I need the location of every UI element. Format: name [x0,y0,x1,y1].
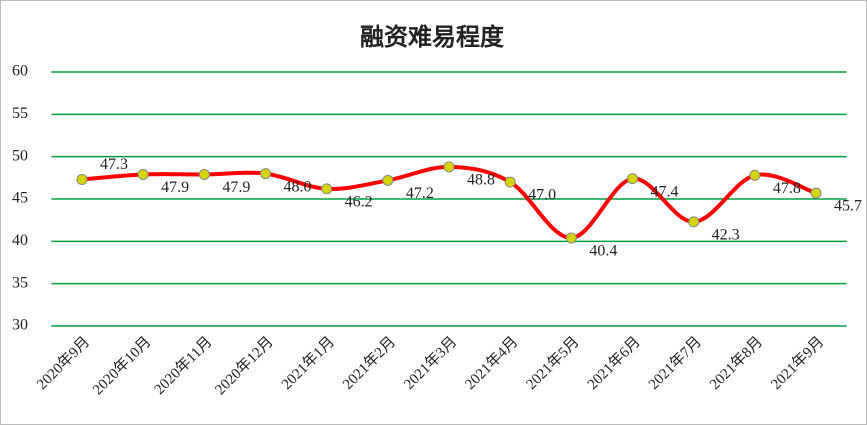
data-label: 42.3 [712,227,740,244]
y-tick-label: 55 [12,105,28,122]
data-point [382,174,394,186]
data-point [810,187,822,199]
data-label: 47.4 [651,183,679,200]
data-point [76,174,88,186]
data-label: 45.7 [834,198,862,215]
data-point [688,216,700,228]
data-label: 47.8 [773,180,801,197]
data-label: 48.0 [283,178,311,195]
data-point [749,169,761,181]
data-point [321,183,333,195]
data-label: 47.9 [222,179,250,196]
data-label: 47.9 [161,179,189,196]
chart-title: 融资难易程度 [360,23,505,51]
data-label: 48.8 [467,171,495,188]
y-tick-label: 35 [12,274,28,291]
y-tick-label: 40 [12,232,28,249]
data-point [504,176,516,188]
data-label: 47.0 [528,187,556,204]
data-label: 40.4 [589,243,617,260]
y-tick-label: 45 [12,190,28,207]
y-tick-label: 60 [12,63,28,80]
data-label: 46.2 [345,194,373,211]
data-point [259,168,271,180]
y-tick-label: 50 [12,147,28,164]
data-point [198,168,210,180]
data-point [627,173,639,185]
data-point [443,161,455,173]
data-label: 47.2 [406,185,434,202]
data-point [137,168,149,180]
y-tick-label: 30 [12,317,28,334]
data-label: 47.3 [100,156,128,173]
data-point [565,232,577,244]
